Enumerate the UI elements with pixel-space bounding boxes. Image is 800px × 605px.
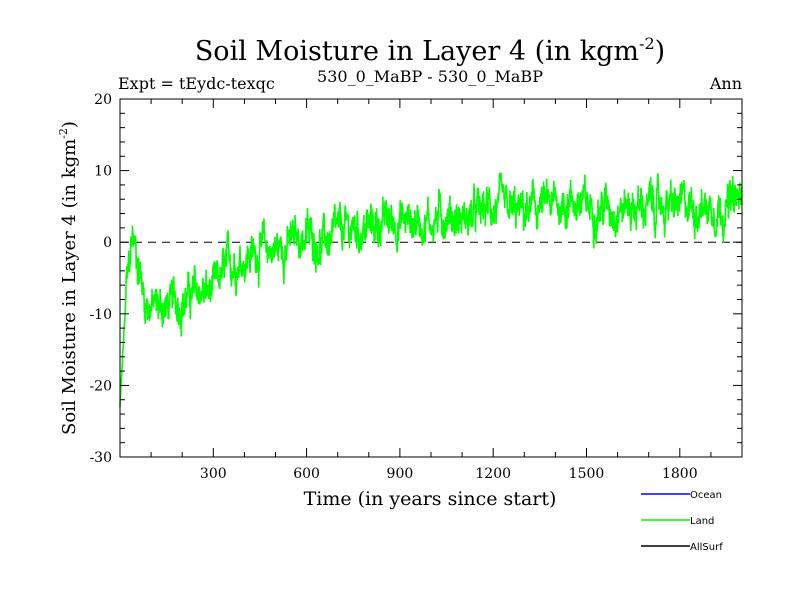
chart-title: Soil Moisture in Layer 4 (in kgm-2) <box>195 34 665 67</box>
x-tick-label-1200: 1200 <box>475 466 511 482</box>
season-label: Ann <box>709 74 742 93</box>
x-tick-label-1500: 1500 <box>569 466 605 482</box>
y-axis-label: Soil Moisture in Layer 4 (in kgm-2) <box>57 121 80 435</box>
x-axis-label: Time (in years since start) <box>304 488 557 510</box>
y-tick-label-20: 20 <box>94 92 112 108</box>
y-tick-label--20: -20 <box>89 378 112 394</box>
legend-label-allsurf: AllSurf <box>690 542 723 553</box>
x-tick-label-900: 900 <box>387 466 414 482</box>
x-tick-label-1800: 1800 <box>662 466 698 482</box>
legend: Ocean Land AllSurf <box>641 490 723 553</box>
plot-area <box>119 172 743 408</box>
y-tick-label-0: 0 <box>103 235 112 251</box>
series-line-land <box>119 172 743 408</box>
experiment-label: Expt = tEydc-texqc <box>118 74 275 93</box>
x-tick-label-600: 600 <box>293 466 320 482</box>
y-tick-label-10: 10 <box>94 164 112 180</box>
x-tick-label-300: 300 <box>200 466 227 482</box>
y-axis-label-superscript: -2 <box>57 128 70 139</box>
axis-ticks: 300 600 900 1200 1500 1800 -30 -20 -10 0 10 20 <box>89 92 743 482</box>
y-tick-label--10: -10 <box>89 307 112 323</box>
legend-label-land: Land <box>690 516 714 527</box>
comparison-label: 530_0_MaBP - 530_0_MaBP <box>317 67 543 86</box>
chart-title-superscript: -2 <box>639 34 655 53</box>
legend-label-ocean: Ocean <box>690 490 722 501</box>
y-tick-label--30: -30 <box>89 450 112 466</box>
